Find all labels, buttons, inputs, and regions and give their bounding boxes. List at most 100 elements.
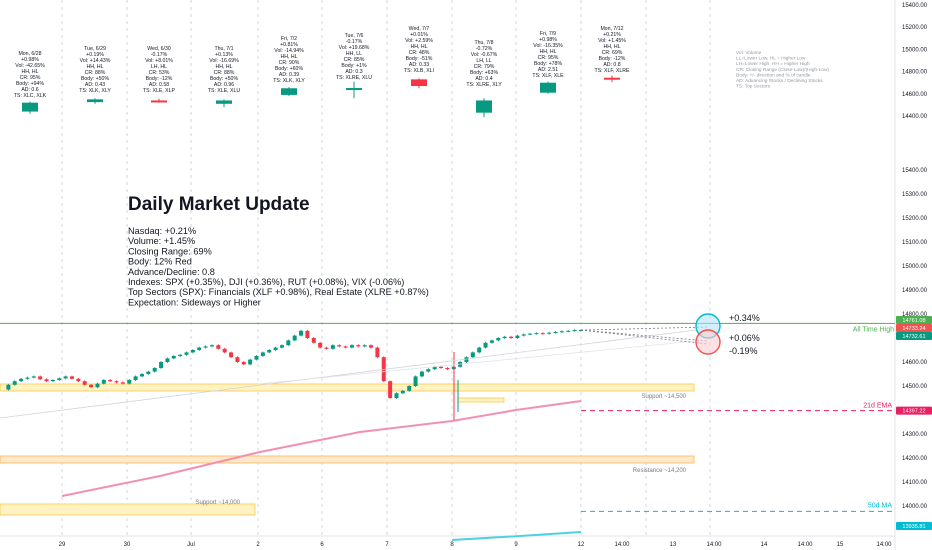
intraday-candle-78 [496, 338, 501, 341]
daily-change-5: -0.17% [346, 39, 363, 45]
intraday-candle-18 [114, 381, 119, 383]
intraday-candle-79 [502, 336, 507, 338]
legend-line-3: CR: Closing Range (Close-Low)/(High-Low) [736, 67, 829, 73]
price-badge-0: 14761.08 [902, 318, 925, 324]
daily-candle-9 [604, 77, 620, 80]
support-zone-small [457, 397, 505, 403]
daily-hl-8: HH, HL [539, 49, 556, 55]
intraday-candle-43 [273, 347, 278, 350]
intraday-candle-30 [190, 350, 195, 353]
daily-body-5: Body: +1% [341, 63, 367, 69]
daily-candle-5 [346, 88, 362, 91]
intraday-candle-68 [432, 366, 437, 370]
daily-hl-7: LH, LL [476, 58, 491, 64]
x-tick-11: 14:00 [706, 542, 722, 548]
x-tick-14: 15 [837, 542, 844, 548]
intraday-candle-13 [82, 381, 87, 385]
lower-tick-0: 15400.00 [902, 168, 928, 174]
intraday-candle-73 [464, 357, 469, 362]
intraday-candle-35 [222, 348, 227, 353]
daily-ts-0: TS: XLC, XLK [14, 93, 47, 99]
intraday-candle-51 [324, 347, 329, 349]
intraday-candle-15 [95, 383, 100, 388]
projection-line-0 [580, 326, 709, 331]
x-tick-12: 14 [761, 542, 768, 548]
projection-label-1: +0.06% [729, 333, 760, 343]
lower-tick-11: 14300.00 [902, 432, 928, 438]
intraday-candle-7 [44, 379, 49, 382]
intraday-candle-81 [515, 335, 520, 338]
intraday-candle-24 [152, 368, 157, 372]
intraday-candle-80 [509, 336, 514, 338]
price-badge-bg-2 [896, 332, 932, 340]
intraday-candle-22 [139, 374, 144, 377]
intraday-candle-86 [547, 332, 552, 334]
daily-hl-2: LH, HL [151, 64, 167, 70]
daily-date-1: Tue, 6/29 [84, 46, 106, 52]
intraday-candle-91 [579, 330, 583, 332]
daily-candle-0 [22, 102, 38, 112]
intraday-candle-59 [375, 347, 380, 358]
x-tick-4: 6 [320, 542, 324, 548]
intraday-candle-27 [171, 356, 176, 359]
intraday-candle-76 [483, 342, 488, 348]
legend-line-2: LH=Lower High, HH = Higher High [736, 61, 810, 67]
intraday-candle-57 [362, 345, 367, 347]
daily-cr-1: CR: 88% [85, 70, 106, 76]
daily-hl-4: HH, HL [280, 54, 297, 60]
daily-ad-6: AD: 0.33 [409, 62, 429, 68]
intraday-candle-88 [559, 331, 564, 333]
intraday-candle-41 [260, 352, 265, 356]
intraday-candle-11 [69, 376, 74, 379]
daily-candle-7 [476, 100, 492, 113]
daily-hl-6: HH, HL [410, 44, 427, 50]
summary-title: Daily Market Update [128, 194, 310, 215]
intraday-candle-45 [286, 340, 291, 346]
daily-cr-6: CR: 48% [409, 50, 430, 56]
daily-vol-7: Vol: -0.67% [471, 52, 498, 58]
intraday-candle-36 [229, 352, 234, 358]
x-tick-13: 14:00 [797, 542, 813, 548]
intraday-candle-64 [407, 386, 412, 391]
daily-body-9: Body: -12% [599, 56, 626, 62]
daily-body-7: Body: +63% [470, 70, 499, 76]
trend-line-upper [257, 340, 697, 385]
projection-line-2 [580, 329, 709, 345]
label-all-time-high: All Time High [853, 326, 894, 333]
intraday-candle-12 [76, 378, 81, 382]
daily-date-3: Thu, 7/1 [214, 46, 233, 52]
projection-lines: +0.34% +0.06% -0.19% [0, 313, 760, 419]
intraday-candle-14 [89, 384, 94, 388]
price-badge-3: 14397.22 [902, 409, 925, 415]
label-ma-50: 50d MA [868, 502, 892, 509]
daily-change-7: -0.72% [476, 46, 493, 52]
upper-tick-3: 14800.00 [902, 70, 928, 76]
intraday-candle-2 [12, 381, 17, 385]
intraday-candle-33 [209, 345, 214, 347]
daily-vol-4: Vol: -14.94% [274, 48, 304, 54]
x-tick-9: 14:00 [614, 542, 630, 548]
lower-tick-2: 15200.00 [902, 216, 928, 222]
daily-change-4: +0.81% [280, 42, 298, 48]
daily-hl-9: HH, HL [603, 44, 620, 50]
intraday-candle-39 [248, 359, 253, 365]
projection-line-1 [580, 329, 709, 342]
intraday-candle-75 [477, 347, 482, 353]
summary-line-3: Body: 12% Red [128, 257, 192, 267]
projection-label-2: -0.19% [729, 346, 758, 356]
upper-tick-1: 15200.00 [902, 25, 928, 31]
upper-tick-5: 14400.00 [902, 114, 928, 120]
daily-candle-1 [87, 99, 103, 103]
intraday-candle-31 [197, 347, 202, 350]
target-circle-down [695, 329, 721, 355]
daily-change-1: +0.19% [86, 52, 104, 58]
intraday-candle-23 [146, 371, 151, 374]
daily-vol-1: Vol: +14.43% [80, 58, 111, 64]
daily-date-2: Wed, 6/30 [147, 46, 171, 52]
daily-ts-1: TS: XLK, XLY [79, 88, 111, 94]
daily-cr-5: CR: 85% [344, 57, 365, 63]
intraday-candle-62 [394, 393, 399, 398]
price-badge-bg-1 [896, 324, 932, 332]
intraday-candle-34 [216, 345, 221, 349]
